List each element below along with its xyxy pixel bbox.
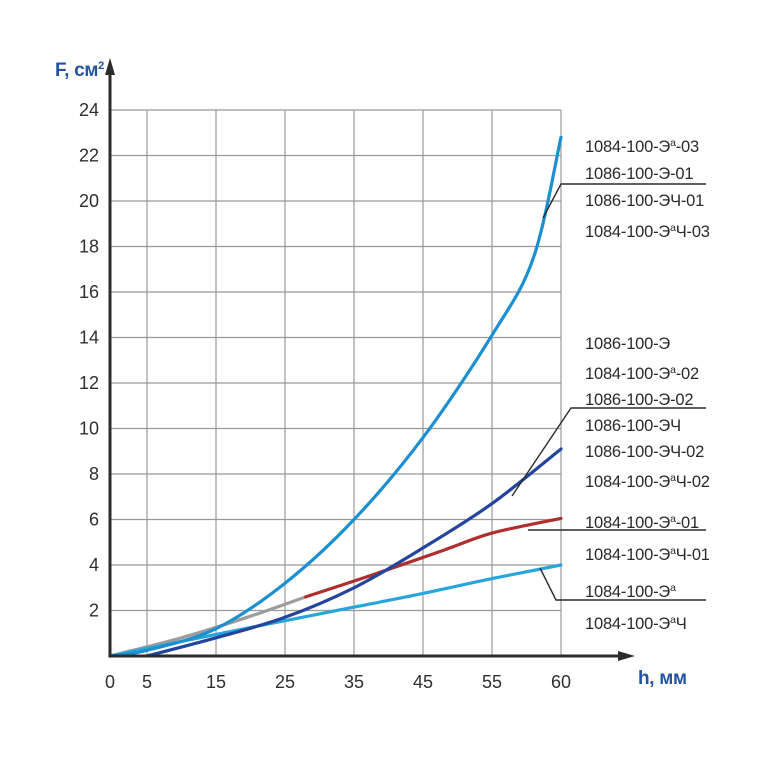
label-leader-line-1 <box>511 407 706 497</box>
x-tick-label: 15 <box>206 672 226 692</box>
series-label-group-0: 1084-100-Эа-03 1086-100-Э-01 1086-100-ЭЧ-0… <box>585 130 710 246</box>
y-axis-title-sup: 2 <box>98 60 104 72</box>
x-axis-title: h, мм <box>638 668 687 689</box>
y-tick-label: 14 <box>79 328 99 348</box>
y-tick-label: 20 <box>79 191 99 211</box>
model-label: 1084-100-Эа-03 <box>585 137 699 156</box>
model-label: 1084-100-ЭаЧ-01 <box>585 545 710 564</box>
model-label: 1084-100-Эа <box>585 582 676 601</box>
series-label-group-1: 1086-100-Э 1084-100-Эа-02 1086-100-Э-02 108… <box>585 331 710 495</box>
y-tick-label: 6 <box>89 510 99 530</box>
y-tick-label: 10 <box>79 419 99 439</box>
label-leader-line-3 <box>539 567 706 601</box>
y-axis-title-text: F, см <box>54 60 99 81</box>
x-tick-label: 25 <box>275 672 295 692</box>
curve-series-4 <box>108 135 563 658</box>
x-tick-label: 35 <box>344 672 364 692</box>
curve-series-3 <box>145 447 563 658</box>
x-tick-label: 60 <box>551 672 571 692</box>
curve-series-2 <box>304 516 563 599</box>
model-label: 1084-100-Эа-02 <box>585 364 699 383</box>
label-leader-line-0 <box>542 183 706 219</box>
y-tick-label: 22 <box>79 146 99 166</box>
y-tick-label: 2 <box>89 601 99 621</box>
y-tick-label: 24 <box>79 100 99 120</box>
y-tick-label: 18 <box>79 237 99 257</box>
x-axis-arrow-icon <box>618 651 635 661</box>
y-tick-label: 4 <box>89 555 99 575</box>
model-label: 1086-100-ЭЧ <box>585 417 681 435</box>
y-tick-label: 12 <box>79 373 99 393</box>
model-label: 1086-100-ЭЧ-02 <box>585 443 705 461</box>
model-label: 1084-100-Эа-01 <box>585 513 699 532</box>
model-label: 1086-100-ЭЧ-01 <box>585 192 705 210</box>
curve-series-1 <box>108 563 563 658</box>
x-tick-label: 45 <box>413 672 433 692</box>
model-label: 1084-100-ЭаЧ <box>585 614 687 633</box>
x-tick-label: 55 <box>482 672 502 692</box>
model-label: 1084-100-ЭаЧ-03 <box>585 222 710 241</box>
y-axis-title: F, см2 <box>38 60 104 82</box>
curve-series-0 <box>108 595 308 658</box>
model-label: 1084-100-ЭаЧ-02 <box>585 472 710 491</box>
y-tick-label: 8 <box>89 464 99 484</box>
x-tick-label: 5 <box>142 672 152 692</box>
y-axis-arrow-icon <box>105 58 115 75</box>
model-label: 1086-100-Э <box>585 335 671 353</box>
model-label: 1086-100-Э-02 <box>585 391 694 409</box>
series-label-group-3: 1084-100-Эа 1084-100-ЭаЧ <box>585 574 687 638</box>
model-label: 1086-100-Э-01 <box>585 165 694 183</box>
x-tick-label: 0 <box>105 672 115 692</box>
series-label-group-2: 1084-100-Эа-01 1084-100-ЭаЧ-01 <box>585 505 710 569</box>
y-tick-label: 16 <box>79 282 99 302</box>
